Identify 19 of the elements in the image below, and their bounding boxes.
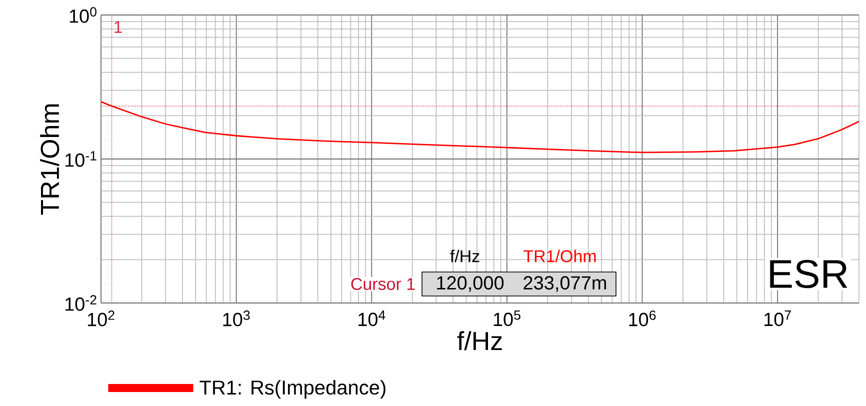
x-tick-label: 10$^{7}$ [764, 310, 791, 326]
y-tick-label: 10$^{0}$ [70, 7, 96, 23]
annotation: ESR [770, 260, 848, 288]
y-tick-label: 10$^{-2}$ [65, 295, 96, 311]
x-tick-label: 10$^{4}$ [358, 310, 386, 326]
annotation: 120,000 [437, 276, 504, 292]
annotation: 1 [114, 21, 122, 33]
annotation: TR1/Ohm [524, 250, 596, 262]
x-axis-title: f/Hz [457, 331, 502, 350]
annotation: Cursor 1 [351, 278, 415, 290]
x-tick-label: 10$^{2}$ [88, 310, 114, 326]
x-tick-label: 10$^{3}$ [223, 310, 250, 326]
y-tick-label: 10$^{-1}$ [65, 151, 96, 167]
y-axis-title: TR1/Ohm [40, 104, 60, 215]
annotation: f/Hz [450, 250, 480, 262]
x-tick-label: 10$^{5}$ [494, 310, 520, 326]
x-tick-label: 10$^{6}$ [629, 310, 656, 326]
legend-label: TR1: Rs(Impedance) [200, 380, 386, 399]
annotation: 233,077m [524, 276, 606, 292]
